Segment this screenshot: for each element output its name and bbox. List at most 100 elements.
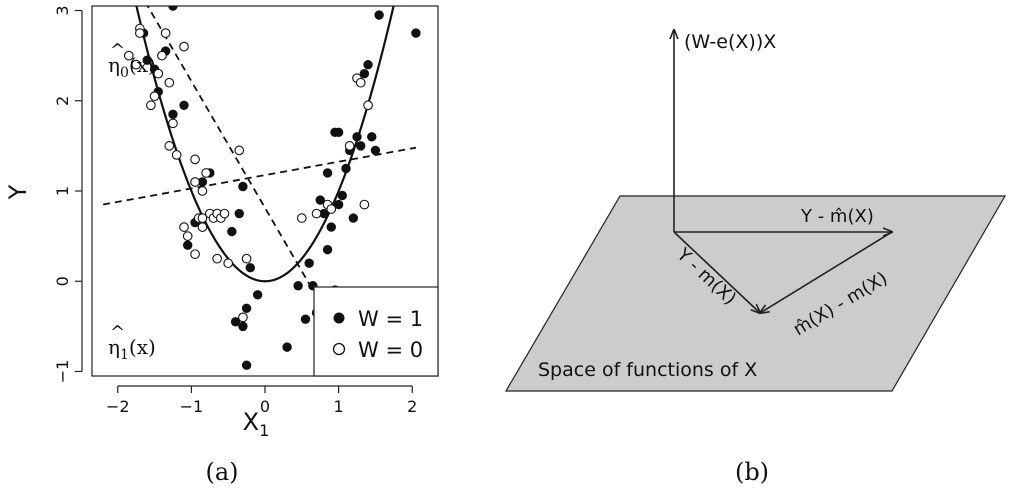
point-w0 — [238, 312, 248, 323]
point-w1 — [241, 303, 252, 314]
legend-marker-open — [332, 342, 346, 356]
point-w0 — [179, 222, 189, 232]
x-tick-label: 1 — [334, 397, 344, 416]
point-w1 — [245, 263, 255, 273]
point-w1 — [374, 10, 384, 20]
point-w1 — [322, 168, 333, 178]
eta0-annotation: η0(x) ^ — [108, 40, 156, 81]
vector-y-minus-m — [673, 231, 760, 313]
point-w0 — [171, 150, 182, 160]
svg-text:η0(x): η0(x) — [108, 53, 156, 81]
point-w1 — [238, 321, 248, 332]
point-w0 — [190, 177, 200, 187]
point-w1 — [282, 342, 292, 352]
point-w0 — [164, 77, 175, 88]
point-w1 — [300, 314, 311, 324]
point-w0 — [153, 68, 164, 79]
point-w1 — [168, 109, 178, 119]
x-tick-label: −2 — [106, 397, 130, 416]
point-w0 — [160, 28, 171, 38]
point-w1 — [293, 281, 303, 291]
function-space-plane — [504, 195, 1007, 392]
point-w0 — [326, 204, 337, 214]
point-w1 — [230, 317, 241, 327]
point-w0 — [359, 199, 370, 210]
plot-frame — [91, 5, 439, 377]
axes: −2 −1 0 1 2 −1 0 1 2 3 — [53, 5, 417, 416]
point-w0 — [201, 168, 211, 178]
point-w0 — [212, 253, 222, 264]
x-tick-label: 0 — [260, 397, 270, 416]
plane-label: Space of functions of X — [538, 359, 757, 381]
eta1-annotation: η1(x) ^ — [108, 322, 156, 363]
point-w1 — [315, 195, 325, 205]
point-w0 — [355, 77, 366, 88]
legend: W = 1 W = 0 — [313, 286, 439, 377]
vector-mhat-minus-m — [760, 231, 893, 313]
point-w1 — [241, 360, 252, 370]
point-w0 — [197, 222, 208, 232]
point-w1 — [356, 141, 366, 151]
point-w1 — [326, 222, 336, 232]
point-w0 — [135, 28, 145, 38]
caption-b: (b) — [735, 458, 769, 486]
point-w0 — [179, 41, 189, 52]
point-w0 — [223, 258, 234, 269]
point-w1 — [182, 240, 193, 250]
point-w0 — [146, 100, 156, 111]
point-w1 — [252, 290, 263, 300]
point-w1 — [333, 127, 344, 138]
eta1-dashed-line — [102, 146, 417, 206]
y-axis-label: Y — [4, 184, 32, 200]
legend-label-w0: W = 0 — [358, 338, 423, 362]
point-w1 — [227, 226, 237, 237]
eta0-dashed-line — [146, 6, 351, 354]
y-tick-label: 1 — [53, 186, 72, 196]
y-tick-label: 3 — [53, 5, 72, 15]
point-w1 — [399, 6, 403, 7]
eta0-subscript: 0 — [120, 65, 129, 81]
point-w0 — [123, 50, 134, 61]
point-w1 — [333, 199, 344, 210]
eta1-subscript: 1 — [120, 347, 129, 363]
point-w1 — [234, 208, 244, 219]
point-w1 — [341, 163, 351, 174]
point-w1 — [337, 190, 348, 201]
point-w0 — [296, 213, 307, 223]
point-w1 — [322, 244, 333, 255]
point-w1 — [304, 258, 314, 268]
vector-y-minus-mhat-label: Y - m̂(X) — [800, 206, 874, 227]
y-tick-label: 2 — [53, 96, 72, 106]
point-w1 — [367, 132, 377, 142]
eta1-symbol: η — [108, 335, 120, 359]
quadratic-fit-curve — [135, 6, 395, 283]
point-w0 — [190, 249, 200, 260]
svg-text:^: ^ — [110, 322, 125, 343]
y-tick-label: −1 — [53, 360, 72, 384]
legend-label-w1: W = 1 — [358, 307, 423, 331]
point-w1 — [363, 59, 373, 70]
eta1-suffix: (x) — [129, 335, 156, 359]
points — [123, 6, 421, 370]
vector-vertical-label: (W-e(X))X — [684, 31, 776, 53]
point-w1 — [348, 213, 359, 223]
svg-text:η1(x): η1(x) — [108, 335, 156, 363]
point-w0 — [149, 91, 160, 102]
point-w0 — [344, 141, 355, 151]
panel-b: Space of functions of X (W-e(X))X Y - m̂… — [504, 30, 1007, 486]
point-w1 — [352, 132, 362, 142]
point-w1 — [238, 181, 248, 192]
point-w0 — [168, 118, 178, 129]
point-w1 — [359, 68, 370, 79]
point-w1 — [168, 6, 178, 11]
point-w1 — [370, 145, 381, 156]
point-w0 — [363, 100, 373, 111]
x-axis-label: X1 — [243, 408, 270, 440]
legend-box — [313, 286, 439, 377]
eta0-symbol: η — [108, 53, 120, 77]
point-w0 — [219, 208, 230, 219]
point-w0 — [131, 59, 142, 70]
x-tick-label: −1 — [180, 397, 204, 416]
point-w1 — [179, 100, 189, 110]
